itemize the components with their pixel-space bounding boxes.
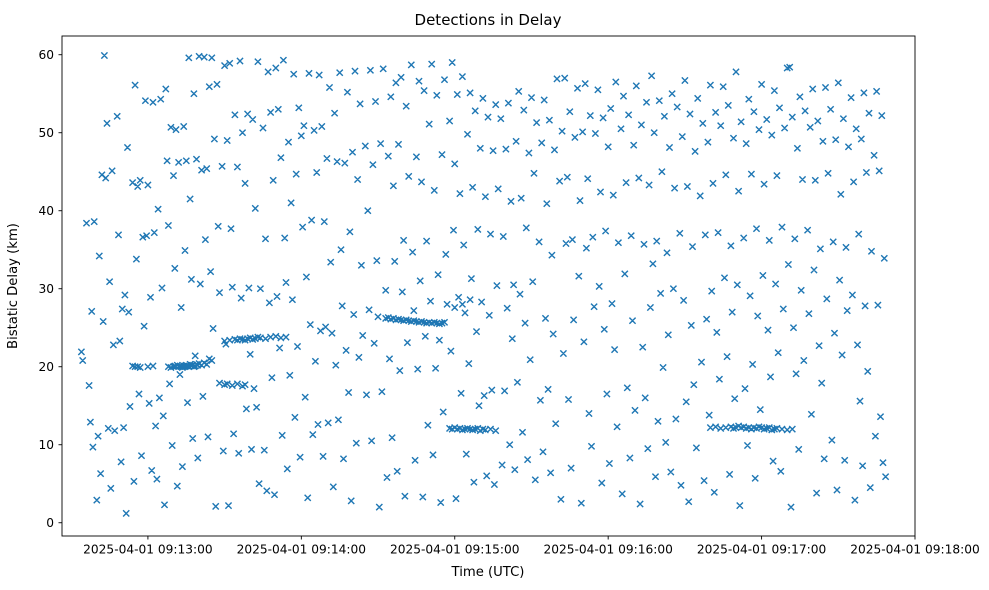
points-layer xyxy=(77,51,890,517)
y-tick-label: 20 xyxy=(38,360,54,374)
y-tick-label: 10 xyxy=(38,438,54,452)
chart-title: Detections in Delay xyxy=(415,11,562,29)
axes-layer: 2025-04-01 09:13:00 2025-04-01 09:14:00 20… xyxy=(38,35,980,557)
x-tick-label: 2025-04-01 09:16:00 xyxy=(543,543,672,557)
y-tick-label: 0 xyxy=(46,516,54,530)
y-tick-label: 40 xyxy=(38,204,54,218)
x-tick-label: 2025-04-01 09:13:00 xyxy=(83,543,212,557)
y-tick-label: 30 xyxy=(38,282,54,296)
y-tick-label: 50 xyxy=(38,126,54,140)
scatter-points xyxy=(77,51,890,517)
x-axis-label: Time (UTC) xyxy=(451,565,525,580)
axes-frame xyxy=(61,35,916,537)
x-tick-label: 2025-04-01 09:18:00 xyxy=(850,543,979,557)
x-tick-label: 2025-04-01 09:15:00 xyxy=(390,543,519,557)
x-tick-label: 2025-04-01 09:14:00 xyxy=(237,543,366,557)
x-tick-label: 2025-04-01 09:17:00 xyxy=(697,543,826,557)
y-axis-label: Bistatic Delay (km) xyxy=(6,223,21,349)
y-tick-label: 60 xyxy=(38,48,54,62)
